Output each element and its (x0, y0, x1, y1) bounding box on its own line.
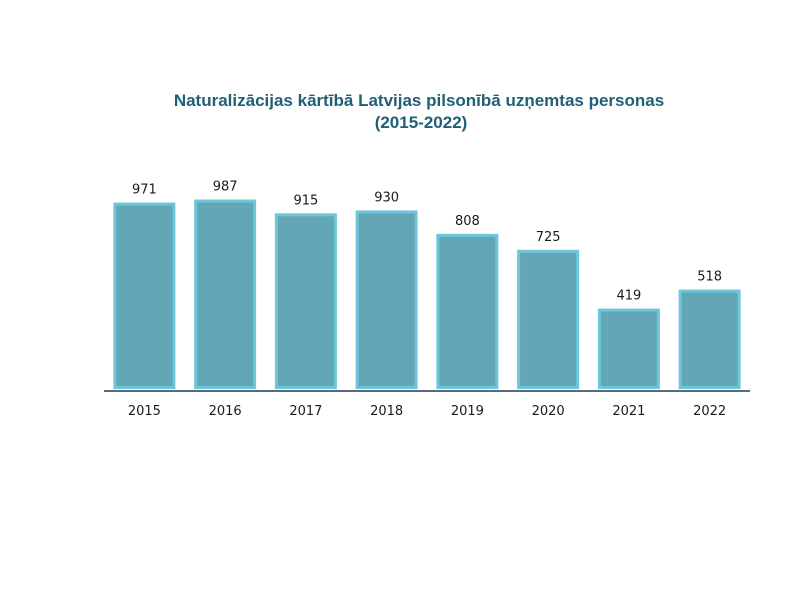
chart-subtitle: (2015-2022) (375, 113, 468, 132)
bar-fill-2021 (600, 311, 657, 386)
data-label-2022: 518 (697, 270, 722, 285)
data-label-2020: 725 (536, 230, 561, 245)
data-label-2016: 987 (213, 179, 238, 194)
x-tick-label-2016: 2016 (209, 404, 242, 419)
bar-fill-2019 (439, 236, 496, 386)
x-tick-label-2018: 2018 (370, 404, 403, 419)
x-tick-label-2020: 2020 (532, 404, 565, 419)
data-label-2017: 915 (293, 193, 318, 208)
x-tick-label-2022: 2022 (693, 404, 726, 419)
x-tick-label-2021: 2021 (612, 404, 645, 419)
x-tick-label-2015: 2015 (128, 404, 161, 419)
x-tick-label-2017: 2017 (289, 404, 322, 419)
bar-fill-2018 (358, 213, 415, 386)
data-label-2021: 419 (616, 289, 641, 304)
data-label-2018: 930 (374, 190, 399, 205)
bar-fill-2020 (520, 252, 577, 386)
bars-group: 971 987 915 930 808 725 419 518 (113, 179, 741, 389)
bar-fill-2022 (681, 292, 738, 386)
bar-fill-2017 (277, 216, 334, 386)
x-tick-label-2019: 2019 (451, 404, 484, 419)
data-label-2019: 808 (455, 214, 480, 229)
bar-fill-2015 (116, 205, 173, 386)
x-tick-labels: 2015 2016 2017 2018 2019 2020 2021 2022 (128, 404, 726, 419)
bar-fill-2016 (197, 202, 254, 386)
data-label-2015: 971 (132, 183, 157, 198)
chart-title: Naturalizācijas kārtībā Latvijas pilsonī… (174, 91, 664, 110)
